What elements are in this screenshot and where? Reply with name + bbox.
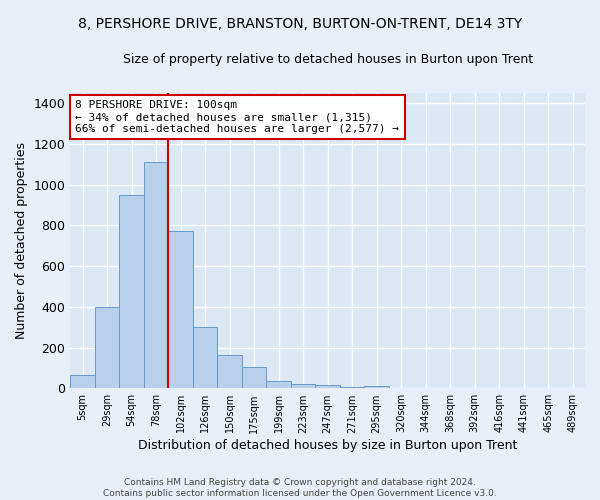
Text: 8, PERSHORE DRIVE, BRANSTON, BURTON-ON-TRENT, DE14 3TY: 8, PERSHORE DRIVE, BRANSTON, BURTON-ON-T… (78, 18, 522, 32)
X-axis label: Distribution of detached houses by size in Burton upon Trent: Distribution of detached houses by size … (138, 440, 517, 452)
Bar (291, 384, 316, 388)
Text: Contains HM Land Registry data © Crown copyright and database right 2024.
Contai: Contains HM Land Registry data © Crown c… (103, 478, 497, 498)
Bar (217, 354, 242, 388)
Bar (242, 367, 266, 388)
Bar (266, 381, 291, 388)
Y-axis label: Number of detached properties: Number of detached properties (15, 142, 28, 339)
Text: 8 PERSHORE DRIVE: 100sqm
← 34% of detached houses are smaller (1,315)
66% of sem: 8 PERSHORE DRIVE: 100sqm ← 34% of detach… (76, 100, 400, 134)
Bar (169, 230, 193, 388)
Bar (144, 162, 169, 388)
Bar (95, 307, 119, 388)
Bar (193, 327, 217, 388)
Bar (70, 375, 95, 388)
Bar (316, 386, 340, 388)
Title: Size of property relative to detached houses in Burton upon Trent: Size of property relative to detached ho… (122, 52, 533, 66)
Bar (119, 195, 144, 388)
Bar (364, 386, 389, 388)
